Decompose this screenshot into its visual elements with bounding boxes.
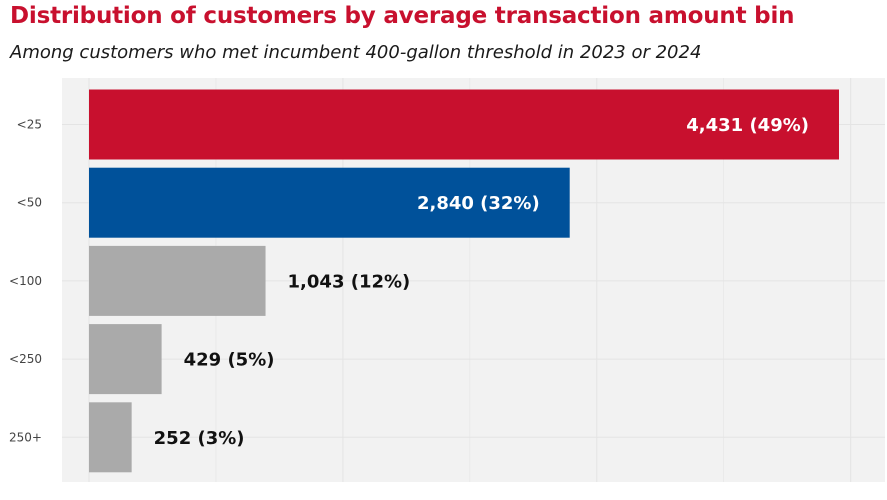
data-label-0: 4,431 (49%) bbox=[686, 115, 809, 136]
y-tick-label-3: <250 bbox=[9, 352, 42, 366]
bar-0 bbox=[89, 89, 839, 160]
bar-3 bbox=[89, 324, 162, 395]
bar-1 bbox=[89, 167, 570, 238]
data-label-1: 2,840 (32%) bbox=[417, 193, 540, 214]
bar-4 bbox=[89, 402, 132, 473]
y-tick-label-2: <100 bbox=[9, 274, 42, 288]
y-tick-label-4: 250+ bbox=[9, 430, 42, 444]
bars bbox=[89, 89, 839, 473]
y-tick-label-1: <50 bbox=[17, 196, 42, 210]
chart-subtitle: Among customers who met incumbent 400-ga… bbox=[10, 42, 702, 63]
data-label-4: 252 (3%) bbox=[154, 428, 245, 449]
chart-title: Distribution of customers by average tra… bbox=[10, 3, 795, 29]
y-axis-ticks: <25 <50 <100 <250 250+ bbox=[9, 118, 42, 445]
data-label-3: 429 (5%) bbox=[184, 350, 275, 371]
bar-2 bbox=[89, 245, 266, 316]
y-tick-label-0: <25 bbox=[17, 118, 42, 132]
data-label-2: 1,043 (12%) bbox=[288, 271, 411, 292]
data-labels: 4,431 (49%) 2,840 (32%) 1,043 (12%) 429 (5%… bbox=[154, 115, 809, 449]
